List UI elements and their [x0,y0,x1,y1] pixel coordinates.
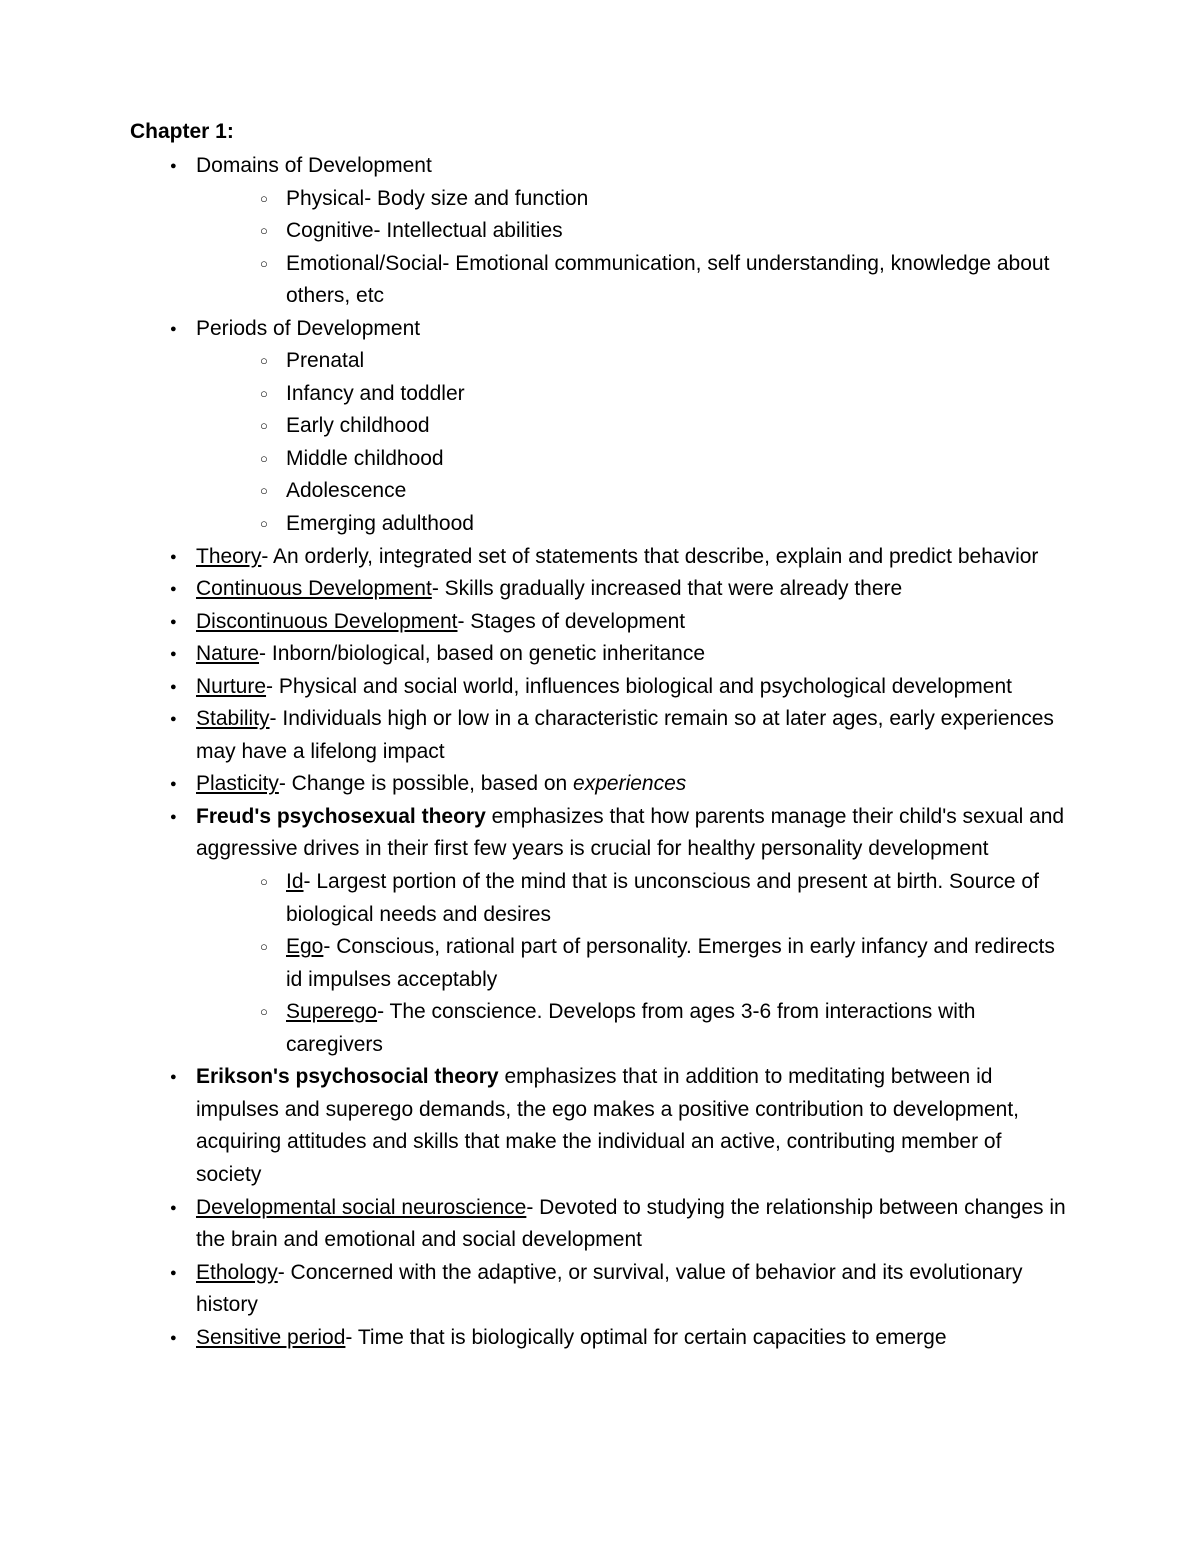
text-segment: Prenatal [286,349,364,372]
text-segment: Periods of Development [196,317,420,340]
sub-list-item: Cognitive- Intellectual abilities [260,215,1070,248]
text-segment: Stability [196,707,270,730]
sub-list-item: Physical- Body size and function [260,183,1070,216]
text-segment: Infancy and toddler [286,382,465,405]
sub-list-item: Prenatal [260,345,1070,378]
list-item: Periods of Development Prenatal Infancy an… [170,313,1070,541]
sub-list-item: Emerging adulthood [260,508,1070,541]
text-segment: - An orderly, integrated set of statemen… [261,545,1038,568]
text-segment: Middle childhood [286,447,444,470]
text-segment: Discontinuous Development [196,610,457,633]
text-segment: - Time that is biologically optimal for … [345,1326,946,1349]
sub-outline-list: Id- Largest portion of the mind that is … [196,866,1070,1061]
text-segment: - Skills gradually increased that were a… [432,577,902,600]
text-segment: Adolescence [286,479,406,502]
sub-list-item: Infancy and toddler [260,378,1070,411]
text-segment: Emotional/Social- Emotional communicatio… [286,252,1049,308]
list-item: Nature- Inborn/biological, based on gene… [170,638,1070,671]
text-segment: - Inborn/biological, based on genetic in… [259,642,705,665]
text-segment: Early childhood [286,414,430,437]
text-segment: - Physical and social world, influences … [266,675,1012,698]
text-segment: - Concerned with the adaptive, or surviv… [196,1261,1022,1317]
list-item: Continuous Development- Skills gradually… [170,573,1070,606]
list-item: Developmental social neuroscience- Devot… [170,1192,1070,1257]
text-segment: experiences [573,772,686,795]
text-segment: Superego [286,1000,377,1023]
sub-outline-list: Prenatal Infancy and toddler Early childho… [196,345,1070,540]
text-segment: - Largest portion of the mind that is un… [286,870,1039,926]
sub-outline-list: Physical- Body size and function Cognitiv… [196,183,1070,313]
text-segment: Emerging adulthood [286,512,474,535]
text-segment: Continuous Development [196,577,432,600]
list-item: Nurture- Physical and social world, infl… [170,671,1070,704]
text-segment: Cognitive- Intellectual abilities [286,219,563,242]
text-segment: Developmental social neuroscience [196,1196,526,1219]
list-item: Stability- Individuals high or low in a … [170,703,1070,768]
text-segment: Nurture [196,675,266,698]
sub-list-item: Adolescence [260,475,1070,508]
list-item: Discontinuous Development- Stages of dev… [170,606,1070,639]
text-segment: Plasticity [196,772,279,795]
list-item: Domains of Development Physical- Body siz… [170,150,1070,313]
text-segment: Ethology [196,1261,278,1284]
text-segment: Physical- Body size and function [286,187,588,210]
sub-list-item: Early childhood [260,410,1070,443]
list-item: Sensitive period- Time that is biologica… [170,1322,1070,1355]
text-segment: Erikson's psychosocial theory [196,1065,499,1088]
text-segment: Domains of Development [196,154,432,177]
list-item: Erikson's psychosocial theory emphasizes… [170,1061,1070,1191]
sub-list-item: Ego- Conscious, rational part of persona… [260,931,1070,996]
text-segment: - Individuals high or low in a character… [196,707,1054,763]
text-segment: Sensitive period [196,1326,345,1349]
chapter-title: Chapter 1: [130,120,1070,144]
sub-list-item: Id- Largest portion of the mind that is … [260,866,1070,931]
list-item: Theory- An orderly, integrated set of st… [170,541,1070,574]
outline-list: Domains of Development Physical- Body siz… [130,150,1070,1354]
list-item: Plasticity- Change is possible, based on… [170,768,1070,801]
text-segment: Freud's psychosexual theory [196,805,486,828]
text-segment: Theory [196,545,261,568]
text-segment: Nature [196,642,259,665]
sub-list-item: Superego- The conscience. Develops from … [260,996,1070,1061]
text-segment: Id [286,870,304,893]
list-item: Freud's psychosexual theory emphasizes t… [170,801,1070,1061]
list-item: Ethology- Concerned with the adaptive, o… [170,1257,1070,1322]
sub-list-item: Emotional/Social- Emotional communicatio… [260,248,1070,313]
text-segment: - Conscious, rational part of personalit… [286,935,1055,991]
text-segment: - The conscience. Develops from ages 3-6… [286,1000,975,1056]
text-segment: - Change is possible, based on [279,772,573,795]
document-page: Chapter 1: Domains of Development Physica… [0,0,1200,1434]
text-segment: - Stages of development [457,610,685,633]
sub-list-item: Middle childhood [260,443,1070,476]
text-segment: Ego [286,935,323,958]
